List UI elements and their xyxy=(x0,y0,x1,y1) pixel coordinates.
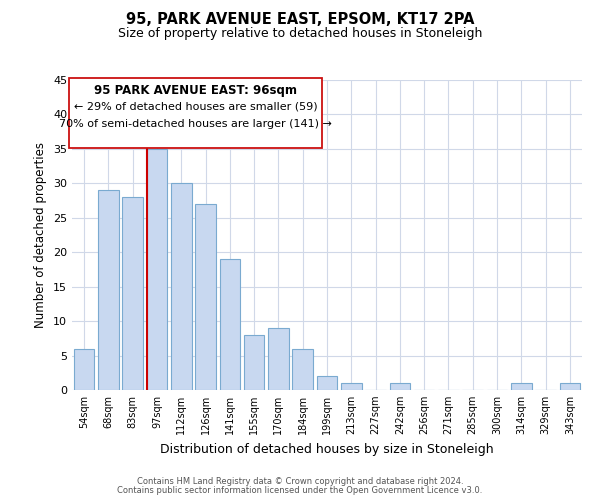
Text: 95, PARK AVENUE EAST, EPSOM, KT17 2PA: 95, PARK AVENUE EAST, EPSOM, KT17 2PA xyxy=(126,12,474,28)
Bar xyxy=(268,328,289,390)
Text: Contains public sector information licensed under the Open Government Licence v3: Contains public sector information licen… xyxy=(118,486,482,495)
Bar xyxy=(511,383,532,390)
Bar xyxy=(122,197,143,390)
Bar xyxy=(220,259,240,390)
Text: Contains HM Land Registry data © Crown copyright and database right 2024.: Contains HM Land Registry data © Crown c… xyxy=(137,477,463,486)
Y-axis label: Number of detached properties: Number of detached properties xyxy=(34,142,47,328)
Bar xyxy=(195,204,216,390)
Bar xyxy=(146,149,167,390)
Bar xyxy=(171,184,191,390)
X-axis label: Distribution of detached houses by size in Stoneleigh: Distribution of detached houses by size … xyxy=(160,442,494,456)
Bar xyxy=(341,383,362,390)
Bar xyxy=(244,335,265,390)
Text: 95 PARK AVENUE EAST: 96sqm: 95 PARK AVENUE EAST: 96sqm xyxy=(94,84,297,97)
Bar xyxy=(317,376,337,390)
Bar xyxy=(560,383,580,390)
Bar xyxy=(98,190,119,390)
Text: Size of property relative to detached houses in Stoneleigh: Size of property relative to detached ho… xyxy=(118,28,482,40)
Bar xyxy=(292,348,313,390)
Text: ← 29% of detached houses are smaller (59): ← 29% of detached houses are smaller (59… xyxy=(74,102,317,112)
Text: 70% of semi-detached houses are larger (141) →: 70% of semi-detached houses are larger (… xyxy=(59,119,332,129)
Bar xyxy=(74,348,94,390)
Bar xyxy=(389,383,410,390)
